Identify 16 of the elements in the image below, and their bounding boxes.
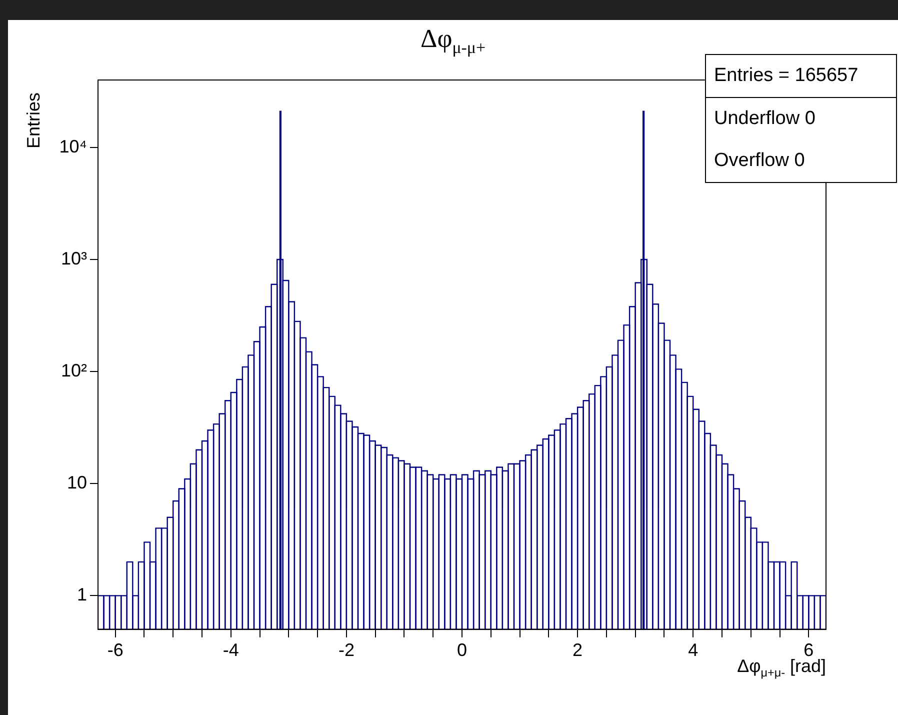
annotation: Overflow 0 bbox=[713, 149, 806, 173]
y-tick-label: 10 bbox=[66, 472, 87, 493]
x-tick-label: 2 bbox=[572, 640, 583, 660]
chart-title: Δφ$_{μ-μ+}$ bbox=[420, 24, 486, 58]
y-tick-label: 1 bbox=[76, 584, 87, 605]
x-tick-label: 4 bbox=[688, 640, 698, 660]
annotation: Underflow 0 bbox=[713, 107, 816, 131]
y-tick-label: 10³ bbox=[60, 248, 88, 268]
x-tick-label: -6 bbox=[107, 640, 124, 660]
x-tick-label: -4 bbox=[222, 640, 239, 660]
x-tick-label: 0 bbox=[456, 640, 468, 660]
annotation: Entries = 165657 bbox=[706, 55, 896, 98]
y-tick-label: 10² bbox=[60, 360, 88, 381]
y-tick-label: 10⁴ bbox=[59, 136, 87, 156]
x-tick-label: -2 bbox=[338, 640, 354, 660]
y-axis-title: Entries bbox=[24, 91, 44, 151]
